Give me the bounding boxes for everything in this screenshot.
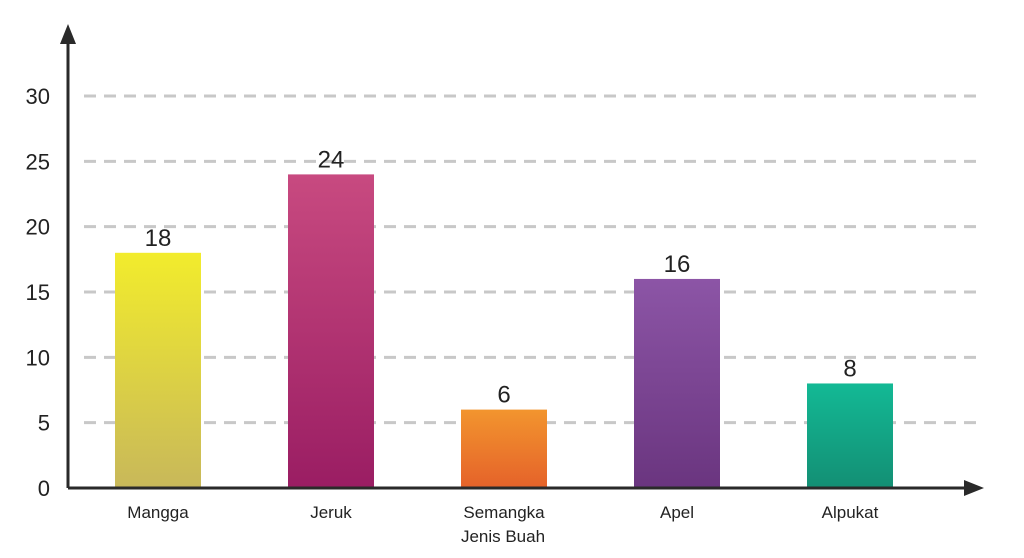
data-label: 16 [664,251,691,278]
y-tick-label: 15 [26,280,50,305]
y-tick-label: 10 [26,345,50,370]
data-label: 8 [843,355,856,382]
category-label: Alpukat [822,503,879,522]
data-labels: 18 24 6 16 8 [145,146,857,408]
y-tick-label: 20 [26,215,50,240]
bar-jeruk [288,174,374,488]
y-tick-labels: 0 5 10 15 20 25 30 [26,84,50,501]
y-tick-label: 5 [38,411,50,436]
category-labels: Mangga Jeruk Semangka Apel Alpukat [127,503,878,522]
data-label: 6 [497,382,510,409]
y-tick-label: 25 [26,149,50,174]
bar-alpukat [807,383,893,488]
x-axis-arrow-icon [964,480,984,496]
category-label: Semangka [463,503,545,522]
y-axis-arrow-icon [60,24,76,44]
y-tick-label: 30 [26,84,50,109]
category-label: Jeruk [310,503,352,522]
bar-apel [634,278,720,488]
data-label: 24 [318,146,345,173]
y-tick-label: 0 [38,476,50,501]
bar-semangka [461,409,547,488]
bar-mangga [115,252,201,488]
category-label: Apel [660,503,694,522]
category-label: Mangga [127,503,189,522]
x-axis-title: Jenis Buah [461,527,545,546]
bars [115,174,893,488]
data-label: 18 [145,225,172,252]
